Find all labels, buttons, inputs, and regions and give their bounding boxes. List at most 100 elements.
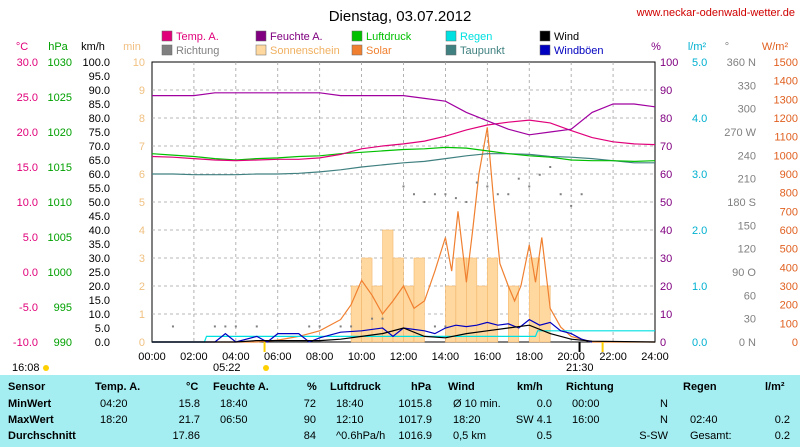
direction-point xyxy=(350,325,353,328)
tick-label-pct: 50 xyxy=(660,197,672,209)
stats-table: Sensor Temp. A. °C Feuchte A. % Luftdruc… xyxy=(0,375,800,447)
tick-label-min: 2 xyxy=(139,281,145,293)
sunshine-bar xyxy=(445,285,457,343)
direction-point xyxy=(570,204,573,207)
x-tick-label: 02:00 xyxy=(180,351,208,363)
sunset-label: 21:30 xyxy=(566,362,594,374)
tick-label-deg: 330 xyxy=(738,80,756,92)
legend-label: Solar xyxy=(366,45,392,57)
x-tick-label: 14:00 xyxy=(432,351,460,363)
max-rain: 0.2 xyxy=(774,414,790,426)
tick-label-wm2: 400 xyxy=(780,262,798,274)
tick-label-deg: 30 xyxy=(744,314,756,326)
direction-point xyxy=(213,325,216,328)
tick-label-c: 30.0 xyxy=(17,57,38,69)
avg-press: 1016.9 xyxy=(398,430,432,442)
x-tick-label: 00:00 xyxy=(138,351,166,363)
row-label-avg: Durchschnitt xyxy=(8,430,76,442)
axis-unit-pct: % xyxy=(651,41,661,53)
axis-unit-hpa: hPa xyxy=(48,41,68,53)
tick-label-kmh: 15.0 xyxy=(89,295,110,307)
direction-point xyxy=(444,193,447,196)
x-tick-label: 04:00 xyxy=(222,351,250,363)
tick-label-wm2: 1200 xyxy=(774,113,798,125)
min-wind: 0.0 xyxy=(536,398,552,410)
direction-point xyxy=(423,201,426,203)
tick-label-pct: 70 xyxy=(660,141,672,153)
chart-title: Dienstag, 03.07.2012 xyxy=(329,8,472,25)
max-temp-time: 18:20 xyxy=(100,414,128,426)
tick-label-kmh: 60.0 xyxy=(89,169,110,181)
tick-label-kmh: 40.0 xyxy=(89,225,110,237)
header-pressure: Luftdruck xyxy=(330,381,381,393)
tick-label-min: 6 xyxy=(139,169,145,181)
header-wind-unit: km/h xyxy=(517,381,543,393)
legend-label: Feuchte A. xyxy=(270,31,323,43)
min-dir-time: 00:00 xyxy=(572,398,600,410)
tick-label-min: 0 xyxy=(139,337,145,349)
tick-label-kmh: 90.0 xyxy=(89,85,110,97)
legend-label: Windböen xyxy=(554,45,604,57)
direction-point xyxy=(517,177,520,180)
avg-temp: 17.86 xyxy=(172,430,200,442)
legend-swatch xyxy=(445,44,457,56)
wind-line xyxy=(152,324,656,343)
tick-label-kmh: 55.0 xyxy=(89,183,110,195)
row-label-max: MaxWert xyxy=(8,414,54,426)
tick-label-min: 5 xyxy=(139,197,145,209)
tick-label-hpa: 1000 xyxy=(48,267,72,279)
tick-label-c: 0.0 xyxy=(23,267,38,279)
tick-label-c: -5.0 xyxy=(19,302,38,314)
axis-unit-kmh: km/h xyxy=(81,41,105,53)
tick-label-kmh: 50.0 xyxy=(89,197,110,209)
temperature-line xyxy=(151,119,656,162)
tick-label-min: 8 xyxy=(139,113,145,125)
min-wind-label: Ø 10 min. xyxy=(453,398,501,410)
direction-point xyxy=(318,325,321,328)
axis-unit-min: min xyxy=(123,41,141,53)
tick-label-kmh: 0.0 xyxy=(95,337,110,349)
tick-label-kmh: 80.0 xyxy=(89,113,110,125)
x-tick-label: 08:00 xyxy=(306,351,334,363)
tick-label-hpa: 1005 xyxy=(48,232,72,244)
max-hum: 90 xyxy=(303,414,316,426)
legend-label: Taupunkt xyxy=(460,45,505,57)
legend-swatch xyxy=(539,30,551,42)
legend-swatch xyxy=(161,30,173,42)
tick-label-c: 10.0 xyxy=(17,197,38,209)
tick-label-deg: 180 S xyxy=(727,197,756,209)
tick-label-wm2: 100 xyxy=(780,318,798,330)
tick-label-wm2: 1400 xyxy=(774,76,798,88)
axis-unit-lm2: l/m² xyxy=(688,41,707,53)
tick-label-hpa: 1025 xyxy=(48,92,72,104)
tick-label-deg: 60 xyxy=(744,290,756,302)
tick-label-pct: 10 xyxy=(660,309,672,321)
max-press-time: 12:10 xyxy=(336,414,364,426)
tick-label-deg: 240 xyxy=(738,150,756,162)
direction-point xyxy=(234,325,237,328)
direction-point xyxy=(171,325,174,328)
sunshine-bar xyxy=(476,285,488,343)
chart-svg: Dienstag, 03.07.2012 www.neckar-odenwald-… xyxy=(12,7,798,374)
legend-swatch xyxy=(161,44,173,56)
direction-point xyxy=(412,193,415,196)
tick-label-wm2: 900 xyxy=(780,169,798,181)
legend-label: Richtung xyxy=(176,45,219,57)
tick-label-pct: 30 xyxy=(660,253,672,265)
tick-label-deg: 0 N xyxy=(739,337,756,349)
tick-label-deg: 360 N xyxy=(727,57,756,69)
tick-label-wm2: 1000 xyxy=(774,150,798,162)
tick-label-wm2: 300 xyxy=(780,281,798,293)
tick-label-hpa: 1020 xyxy=(48,127,72,139)
tick-label-hpa: 1015 xyxy=(48,162,72,174)
legend-swatch xyxy=(351,30,363,42)
tick-label-wm2: 800 xyxy=(780,188,798,200)
legend-swatch xyxy=(539,44,551,56)
tick-label-c: 5.0 xyxy=(23,232,38,244)
direction-point xyxy=(339,325,342,328)
tick-label-c: 25.0 xyxy=(17,92,38,104)
direction-point xyxy=(549,166,552,168)
tick-label-min: 10 xyxy=(133,57,145,69)
header-wind: Wind xyxy=(448,381,475,393)
max-temp: 21.7 xyxy=(178,414,200,426)
